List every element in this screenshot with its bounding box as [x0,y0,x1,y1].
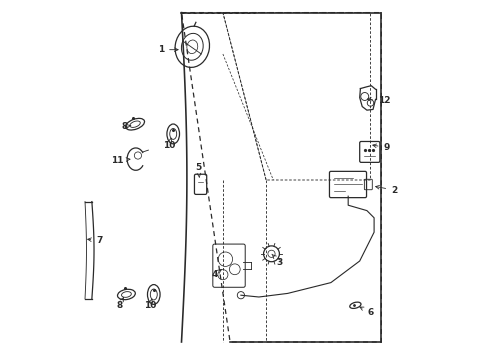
Text: 2: 2 [375,185,397,194]
Text: 3: 3 [271,254,283,266]
Text: 8: 8 [116,298,123,310]
Text: 5: 5 [195,163,201,177]
Text: 8: 8 [122,122,131,131]
Text: 7: 7 [87,236,102,245]
Text: 10: 10 [163,138,175,150]
Text: 11: 11 [111,156,130,165]
Text: 9: 9 [372,143,389,152]
Text: 12: 12 [366,95,389,104]
Text: 10: 10 [143,299,156,310]
Text: 6: 6 [359,307,373,317]
Text: 4: 4 [211,270,221,279]
Text: 1: 1 [158,45,178,54]
